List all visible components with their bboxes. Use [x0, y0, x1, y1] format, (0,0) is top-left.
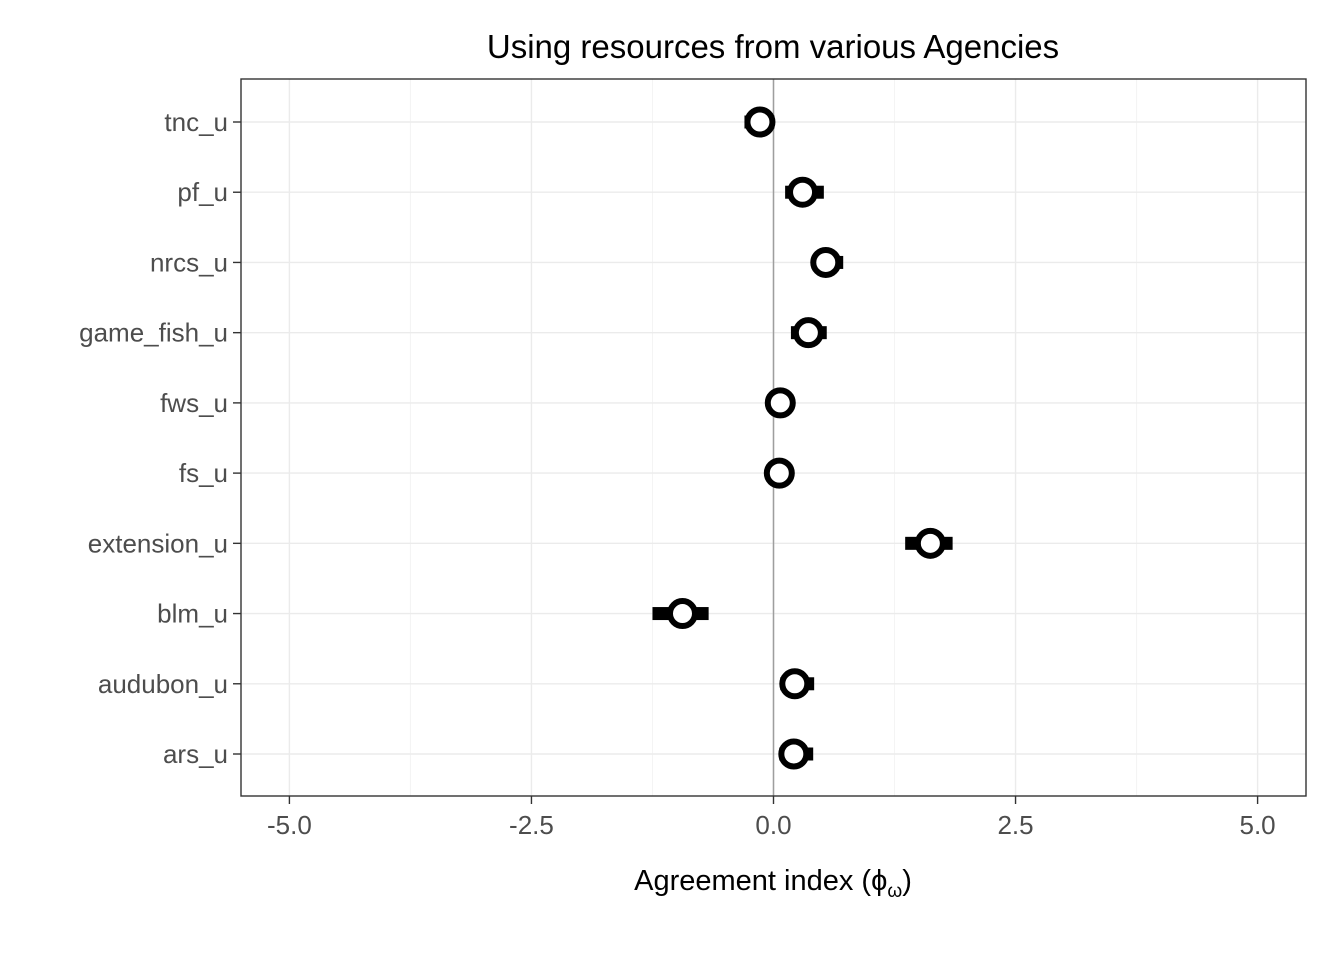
point-game_fish_u — [792, 317, 824, 349]
point-fws_u — [764, 387, 796, 419]
x-axis-title-subscript: ω — [887, 881, 902, 902]
y-tick-label: blm_u — [157, 599, 228, 629]
y-tick-label: fs_u — [179, 458, 228, 488]
y-tick-label: game_fish_u — [79, 318, 228, 348]
x-tick-label: 0.0 — [755, 810, 791, 840]
x-tick-label: 5.0 — [1240, 810, 1276, 840]
y-tick-label: extension_u — [88, 528, 228, 558]
point-blm_u — [666, 598, 698, 630]
point-audubon_u — [779, 668, 811, 700]
y-tick-label: audubon_u — [98, 669, 228, 699]
y-tick-label: fws_u — [160, 388, 228, 418]
point-nrcs_u — [810, 246, 842, 278]
x-tick-label: -5.0 — [267, 810, 312, 840]
y-axis: tnc_u pf_u nrcs_u game_fish_u fws_u fs_uexten… — [79, 107, 241, 769]
x-axis-title: Agreement index (ϕω) — [634, 865, 912, 902]
chart-title: Using resources from various Agencies — [487, 28, 1059, 65]
point-tnc_u — [744, 106, 776, 138]
point-extension_u — [914, 527, 946, 559]
x-axis-title-text: Agreement index ( — [634, 865, 871, 897]
x-axis: -5.0 -2.5 0.0 2.5 5.0 — [267, 796, 1276, 840]
x-axis-title-symbol: ϕ — [871, 865, 887, 897]
x-tick-label: -2.5 — [509, 810, 554, 840]
point-pf_u — [787, 176, 819, 208]
data-points — [666, 106, 946, 770]
y-tick-label: tnc_u — [164, 107, 228, 137]
y-tick-label: nrcs_u — [150, 247, 228, 277]
point-fs_u — [763, 457, 795, 489]
y-tick-label: ars_u — [163, 739, 228, 769]
x-tick-label: 2.5 — [997, 810, 1033, 840]
y-tick-label: pf_u — [177, 177, 228, 207]
x-axis-title-close: ) — [902, 865, 912, 897]
point-ars_u — [778, 738, 810, 770]
